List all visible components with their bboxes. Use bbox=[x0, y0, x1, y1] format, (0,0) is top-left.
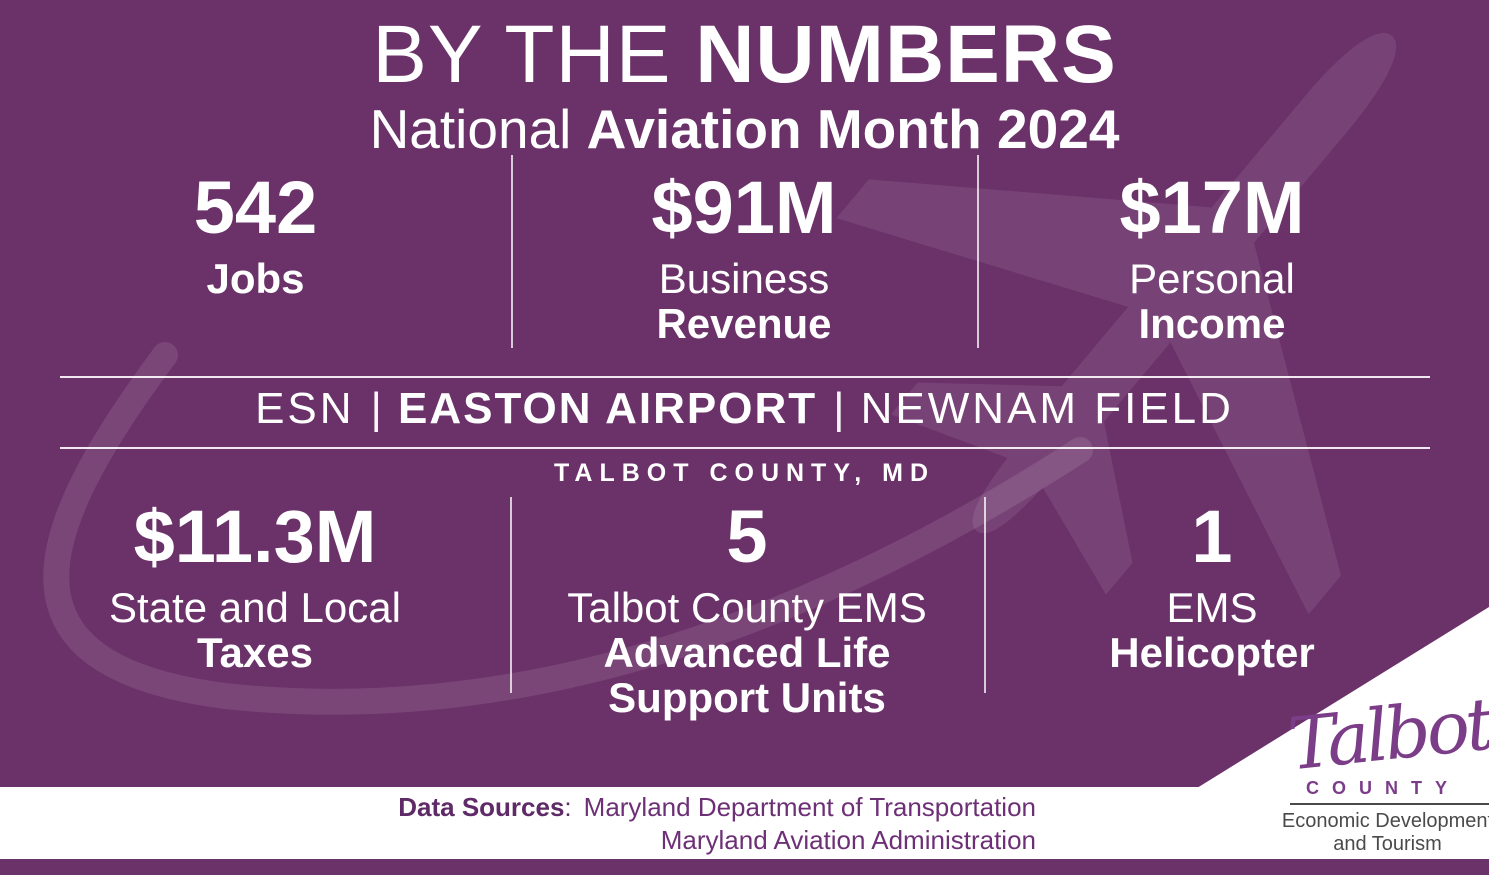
stat-label-bold: Advanced Life bbox=[603, 629, 891, 676]
page-subtitle: National Aviation Month 2024 bbox=[0, 102, 1489, 157]
page-title: BY THE NUMBERS bbox=[0, 14, 1489, 96]
stat-label-light: Talbot County EMS bbox=[567, 584, 927, 631]
stat-business-revenue: $91M Business Revenue bbox=[511, 166, 977, 347]
data-sources-label: Data Sources bbox=[398, 792, 565, 822]
stat-business-revenue-value: $91M bbox=[651, 166, 837, 249]
stat-label-bold: Revenue bbox=[656, 300, 832, 347]
logo-county-text: COUNTY bbox=[1306, 778, 1460, 798]
stat-personal-income: $17M Personal Income bbox=[977, 166, 1447, 347]
stat-personal-income-value: $17M bbox=[1119, 166, 1305, 249]
title-bold: NUMBERS bbox=[695, 9, 1117, 100]
stat-jobs: 542 Jobs bbox=[0, 166, 511, 302]
stat-ems-units-value: 5 bbox=[726, 495, 768, 578]
data-sources-colon: : bbox=[564, 792, 572, 822]
airport-code: ESN bbox=[255, 384, 355, 433]
logo-script-talbot: Talbot bbox=[1284, 681, 1489, 787]
stat-ems-units-label: Talbot County EMS Advanced Life Support … bbox=[510, 585, 984, 720]
stat-business-revenue-label: Business Revenue bbox=[511, 256, 977, 346]
airport-banner: ESN | EASTON AIRPORT | NEWNAM FIELD bbox=[0, 384, 1489, 434]
title-light: BY THE bbox=[372, 9, 672, 100]
data-source-2: Maryland Aviation Administration bbox=[660, 825, 1036, 855]
data-sources-line2: Maryland Aviation Administration bbox=[330, 824, 1036, 857]
stat-label-bold: Jobs bbox=[206, 255, 305, 302]
airport-field-name: NEWNAM FIELD bbox=[860, 384, 1234, 433]
subtitle-bold: Aviation Month 2024 bbox=[586, 98, 1120, 160]
stat-ems-helicopter: 1 EMS Helicopter bbox=[984, 495, 1440, 676]
logo-tagline-2: and Tourism bbox=[1333, 833, 1442, 855]
stat-taxes: $11.3M State and Local Taxes bbox=[0, 495, 510, 676]
stat-taxes-label: State and Local Taxes bbox=[0, 585, 510, 675]
stat-label-bold: Helicopter bbox=[1109, 629, 1315, 676]
divider-top-left bbox=[511, 155, 513, 348]
stat-label-bold: Income bbox=[1138, 300, 1286, 347]
stat-label-light: State and Local bbox=[109, 584, 401, 631]
stat-ems-helicopter-label: EMS Helicopter bbox=[984, 585, 1440, 675]
header: BY THE NUMBERS National Aviation Month 2… bbox=[0, 14, 1489, 157]
stat-taxes-value: $11.3M bbox=[133, 495, 377, 578]
data-sources-line1: Data Sources: Maryland Department of Tran… bbox=[330, 791, 1036, 824]
airport-name: EASTON AIRPORT bbox=[397, 384, 818, 433]
pipe-separator: | bbox=[833, 384, 845, 433]
stat-label-light: Personal bbox=[1129, 255, 1295, 302]
stat-ems-helicopter-value: 1 bbox=[1191, 495, 1233, 578]
stat-jobs-value: 542 bbox=[193, 166, 318, 249]
stat-personal-income-label: Personal Income bbox=[977, 256, 1447, 346]
stat-label-light: Business bbox=[658, 255, 830, 302]
divider-bottom-right bbox=[984, 497, 986, 693]
subtitle-light: National bbox=[369, 98, 572, 160]
stat-ems-units: 5 Talbot County EMS Advanced Life Suppor… bbox=[510, 495, 984, 721]
county-location: TALBOT COUNTY, MD bbox=[553, 459, 935, 487]
rule-below-banner bbox=[60, 447, 1430, 449]
stat-label-bold: Taxes bbox=[197, 629, 313, 676]
divider-top-right bbox=[977, 155, 979, 348]
logo-rule bbox=[1290, 803, 1489, 805]
rule-above-banner bbox=[60, 376, 1430, 378]
divider-bottom-left bbox=[510, 497, 512, 693]
footer-bar bbox=[0, 859, 1489, 875]
data-source-1: Maryland Department of Transportation bbox=[583, 792, 1036, 822]
footer-band bbox=[0, 787, 1489, 859]
stat-jobs-label: Jobs bbox=[0, 256, 511, 301]
stat-label-light: EMS bbox=[1166, 584, 1258, 631]
pipe-separator: | bbox=[370, 384, 382, 433]
logo-tagline-1: Economic Development bbox=[1281, 810, 1489, 832]
data-sources: Data Sources: Maryland Department of Tran… bbox=[330, 791, 1036, 857]
stat-label-bold2: Support Units bbox=[608, 674, 886, 721]
